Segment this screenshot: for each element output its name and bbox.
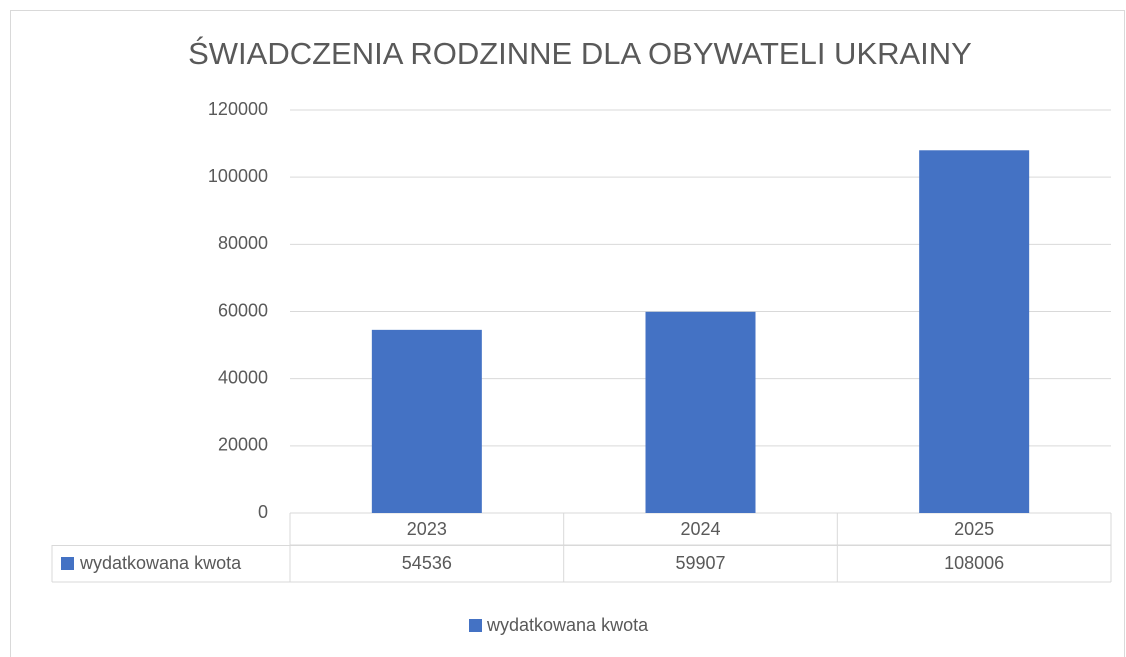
bar [371,329,482,513]
bar [919,150,1030,513]
legend-label: wydatkowana kwota [486,615,649,635]
y-tick-label: 100000 [208,166,268,186]
table-value: 59907 [675,553,725,573]
legend-key [469,619,482,632]
legend-key [61,557,74,570]
x-tick-label: 2023 [407,519,447,539]
y-tick-label: 40000 [218,367,268,387]
table-value: 108006 [944,553,1004,573]
y-tick-label: 120000 [208,99,268,119]
x-tick-label: 2025 [954,519,994,539]
table-value: 54536 [402,553,452,573]
table-series-name: wydatkowana kwota [79,553,242,573]
y-tick-label: 60000 [218,300,268,320]
bar [645,311,756,513]
y-tick-label: 80000 [218,233,268,253]
chart-title: ŚWIADCZENIA RODZINNE DLA OBYWATELI UKRAI… [188,35,972,71]
y-tick-label: 20000 [218,435,268,455]
y-tick-label: 0 [258,502,268,522]
x-tick-label: 2024 [680,519,720,539]
